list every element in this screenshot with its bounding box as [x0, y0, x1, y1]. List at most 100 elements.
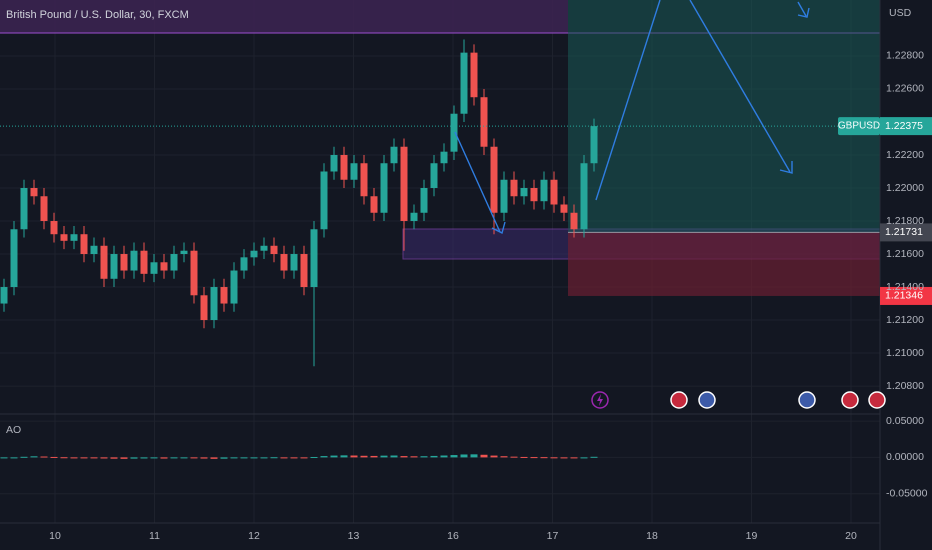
ao-bar [70, 457, 78, 459]
position-tool [568, 0, 880, 296]
candle-body [80, 234, 88, 255]
candle-body [110, 254, 118, 279]
candle-body [270, 245, 278, 255]
ao-bar [0, 457, 8, 459]
ao-bar [230, 457, 238, 459]
ao-bar [80, 457, 88, 459]
event-icon [670, 391, 688, 409]
ao-bar [360, 455, 368, 458]
ao-bar [300, 457, 308, 459]
candle-body [150, 262, 158, 274]
candle-body [10, 229, 18, 288]
candle-body [450, 113, 458, 152]
candle-body [290, 254, 298, 271]
ao-bar [390, 455, 398, 458]
candle-body [160, 262, 168, 271]
ao-bar [370, 455, 378, 458]
y-tick-label: -0.05000 [886, 487, 928, 499]
y-tick-label: 1.22000 [886, 182, 924, 194]
y-tick-label: 1.21400 [886, 281, 924, 293]
currency-label: USD [889, 7, 912, 19]
candle-body [70, 234, 78, 241]
candle-body [120, 254, 128, 271]
candles [0, 39, 598, 367]
ao-bar [440, 455, 448, 458]
symbol-tag [838, 117, 880, 136]
ao-bar [560, 457, 568, 459]
candle-body [230, 270, 238, 304]
x-tick-label: 17 [547, 530, 559, 542]
ao-bar [520, 456, 528, 458]
candle-body [330, 154, 338, 172]
ao-bar [580, 457, 588, 459]
ao-bar [550, 457, 558, 459]
ao-bar [20, 456, 28, 458]
price-tag-label: 1.21731 [885, 226, 923, 238]
candle-body [580, 163, 588, 230]
y-tick-label: 1.22800 [886, 50, 924, 62]
x-tick-label: 18 [646, 530, 658, 542]
candle-body [320, 171, 328, 230]
candle-body [380, 163, 388, 213]
ao-bar [220, 457, 228, 459]
candle-body [350, 163, 358, 180]
ao-bar [140, 457, 148, 459]
candle-body [530, 187, 538, 202]
ao-bar [490, 455, 498, 458]
ao-bar [50, 456, 58, 458]
price-tag-label: 1.21346 [885, 290, 923, 302]
candle-body [570, 212, 578, 230]
y-tick-label: 0.00000 [886, 451, 924, 463]
y-tick-label: 1.20800 [886, 380, 924, 392]
candle-body [280, 254, 288, 271]
candle-body [400, 146, 408, 222]
ao-bar [410, 456, 418, 458]
y-tick-label: 1.21000 [886, 347, 924, 359]
event-icon [868, 391, 886, 409]
ao-bar [110, 457, 118, 459]
ao-bar [570, 457, 578, 459]
arrow-head [797, 7, 810, 18]
ao-bar [270, 457, 278, 459]
x-tick-label: 11 [149, 530, 160, 542]
candle-body [440, 151, 448, 164]
x-tick-label: 10 [49, 530, 61, 542]
candle-body [310, 229, 318, 288]
candle-body [370, 196, 378, 213]
candle-body [390, 146, 398, 164]
ao-bar [190, 457, 198, 459]
ao-bar [30, 456, 38, 458]
candle-body [50, 221, 58, 235]
price-tag-label: 1.22375 [885, 120, 923, 132]
ao-bar [330, 455, 338, 458]
y-tick-label: 1.21600 [886, 248, 924, 260]
ao-bar [260, 457, 268, 459]
candle-body [590, 126, 598, 164]
ao-bar [160, 457, 168, 459]
candle-body [500, 179, 508, 213]
candle-body [100, 245, 108, 279]
arrow [797, 1, 807, 17]
ao-bar [210, 457, 218, 459]
x-tick-label: 16 [447, 530, 459, 542]
candle-body [460, 52, 468, 114]
candle-body [30, 187, 38, 197]
candle-body [180, 250, 188, 255]
candle-body [60, 234, 68, 241]
y-tick-label: 1.21800 [886, 215, 924, 227]
candle-body [360, 163, 368, 197]
ao-bar [250, 457, 258, 459]
candle-body [0, 287, 8, 304]
ao-bar [420, 456, 428, 458]
y-tick-label: 1.21200 [886, 314, 924, 326]
price-tag [880, 117, 932, 136]
chart-title: British Pound / U.S. Dollar, 30, FXCM [6, 9, 189, 21]
ao-bar [10, 457, 18, 459]
candle-body [170, 254, 178, 271]
candle-body [520, 187, 528, 197]
candle-body [470, 52, 478, 98]
ao-bar [590, 456, 598, 458]
ao-bar [60, 457, 68, 459]
arrow [595, 0, 661, 201]
